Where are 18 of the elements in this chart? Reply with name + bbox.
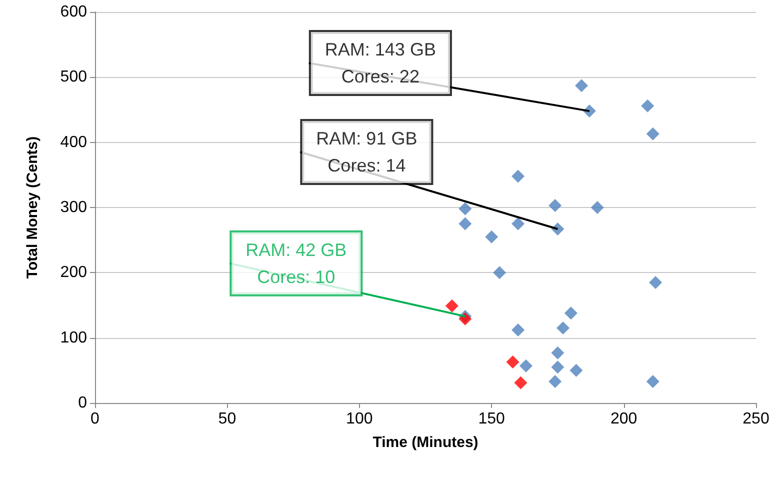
annotation: RAM: 91 GB Cores: 14 xyxy=(316,128,418,176)
x-tick-label: 200 xyxy=(610,410,638,428)
y-tick-label: 100 xyxy=(60,329,88,346)
y-tick-label: 200 xyxy=(60,264,88,282)
x-tick-label: 0 xyxy=(90,410,100,428)
y-tick-label: 0 xyxy=(78,394,88,412)
x-axis-title: Time (Minutes) xyxy=(372,434,478,451)
y-tick-label: 300 xyxy=(60,199,88,216)
annotation: RAM: 42 GB Cores: 10 xyxy=(246,240,347,287)
y-tick-label: 600 xyxy=(60,4,88,20)
x-tick-label: 50 xyxy=(218,410,236,428)
y-axis-title: Total Money (Cents) xyxy=(24,136,41,279)
y-tick-label: 500 xyxy=(60,68,88,86)
annotation: RAM: 143 GB Cores: 22 xyxy=(324,40,436,87)
y-tick-label: 400 xyxy=(60,134,88,151)
x-tick-label: 250 xyxy=(742,410,770,428)
x-tick-label: 100 xyxy=(346,410,373,428)
x-tick-label: 150 xyxy=(478,410,506,428)
